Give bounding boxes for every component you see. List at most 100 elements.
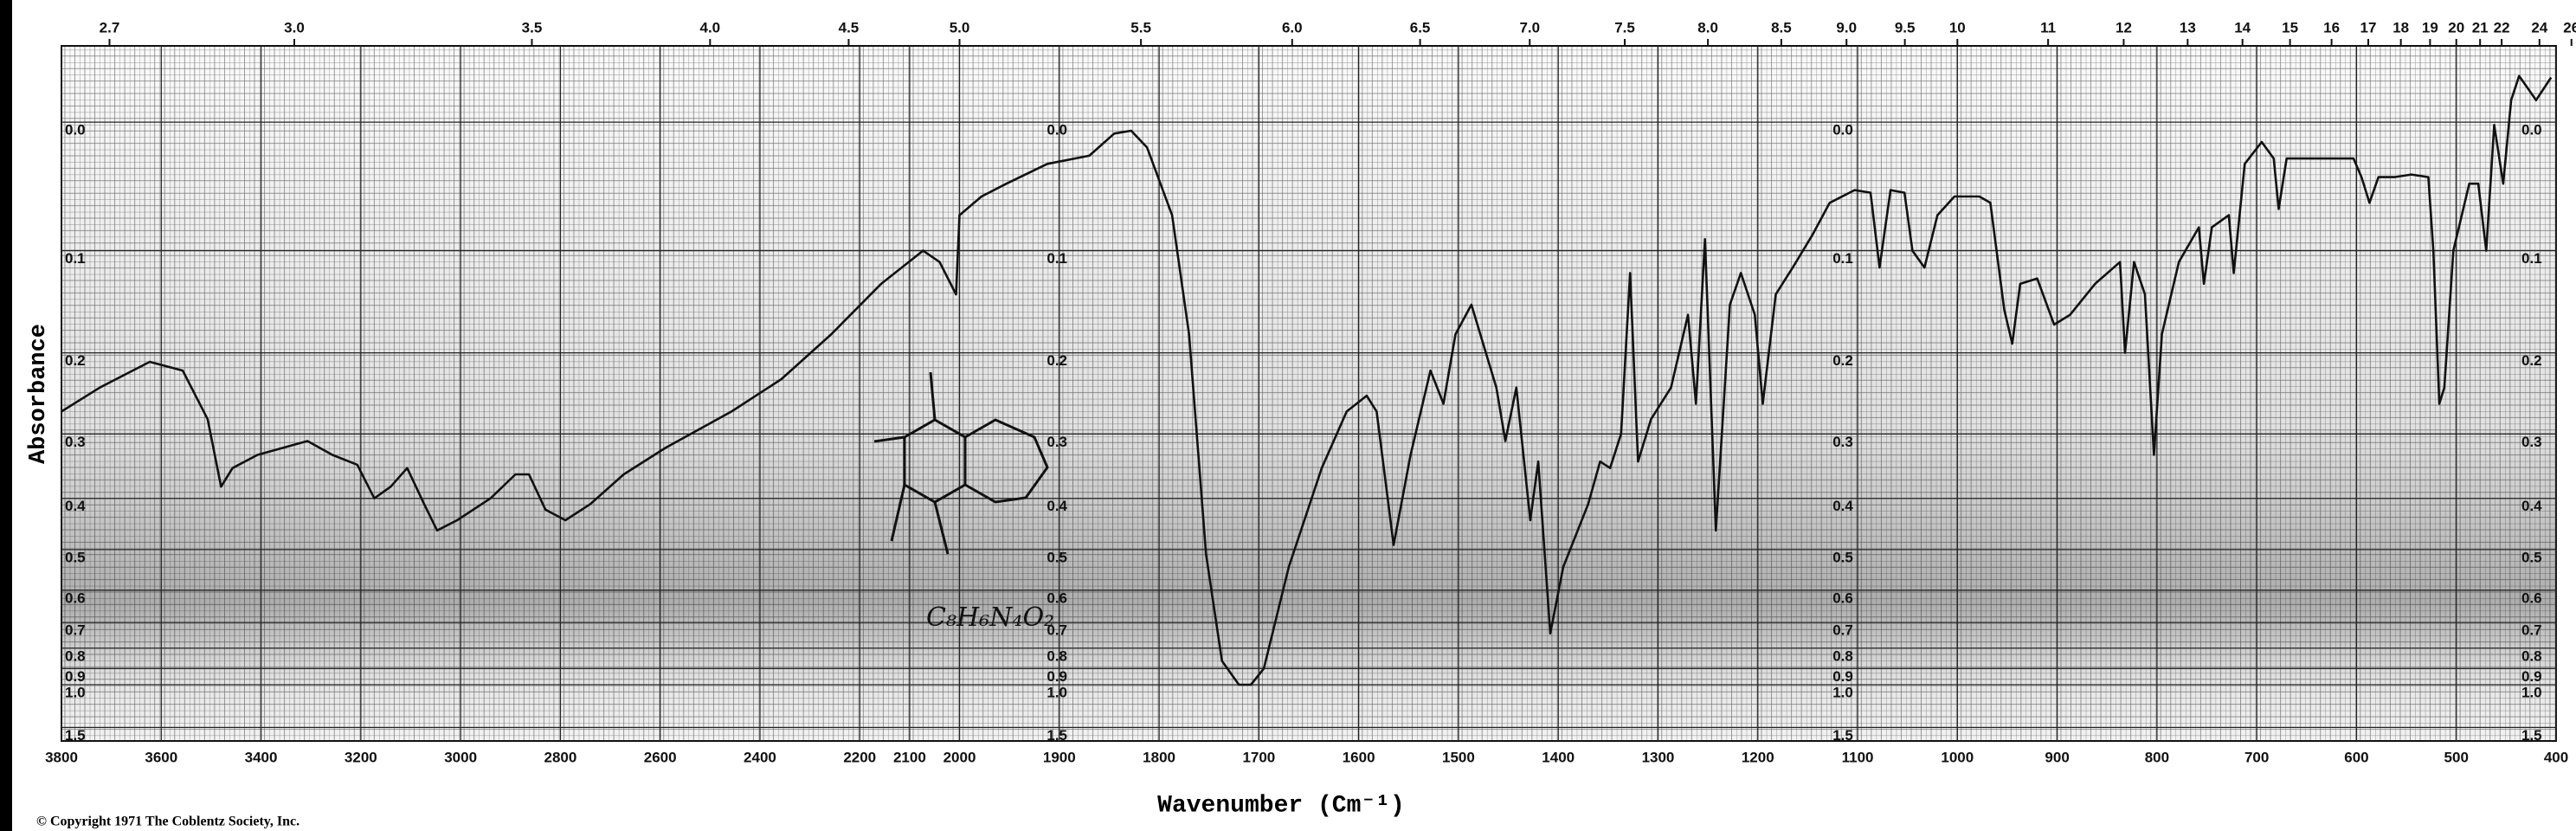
y-tick-label: 0.5 — [1832, 549, 1853, 565]
top-tick-label: 8.0 — [1697, 19, 1718, 35]
x-tick-label: 1700 — [1242, 749, 1275, 765]
top-tick-label: 20 — [2448, 19, 2464, 35]
y-tick-label: 0.7 — [1832, 622, 1853, 639]
scan-edge — [0, 0, 12, 831]
top-tick-label: 16 — [2323, 19, 2340, 35]
x-tick-label: 2800 — [544, 749, 576, 765]
top-tick-label: 9.5 — [1895, 19, 1916, 35]
x-tick-label: 1900 — [1043, 749, 1076, 765]
top-tick-label: 15 — [2282, 19, 2298, 35]
y-tick-label: 0.8 — [1046, 647, 1067, 664]
y-tick-label: 0.1 — [2521, 250, 2542, 267]
y-tick-label: 0.7 — [65, 622, 86, 639]
top-tick-label: 10 — [1949, 19, 1966, 35]
y-axis-label: Absorbance — [26, 324, 52, 464]
y-tick-label: 1.5 — [2521, 727, 2542, 744]
x-tick-label: 700 — [2244, 749, 2269, 765]
y-tick-label: 0.7 — [1046, 622, 1067, 639]
top-tick-label: 4.5 — [839, 19, 860, 35]
x-tick-label: 1100 — [1842, 749, 1874, 765]
y-tick-label: 1.0 — [65, 684, 86, 700]
y-tick-label: 1.0 — [1046, 684, 1067, 700]
y-tick-label: 1.5 — [65, 727, 86, 744]
y-tick-label: 0.9 — [1832, 668, 1853, 685]
y-tick-label: 0.3 — [1832, 434, 1853, 450]
top-tick-label: 7.0 — [1519, 19, 1540, 35]
top-tick-label: 5.5 — [1130, 19, 1151, 35]
y-tick-label: 0.8 — [2521, 647, 2542, 664]
y-tick-label: 0.4 — [1046, 498, 1067, 514]
x-tick-label: 1200 — [1742, 749, 1774, 765]
top-tick-label: 3.5 — [522, 19, 543, 35]
top-tick-label: 14 — [2234, 19, 2251, 35]
x-tick-label: 900 — [2045, 749, 2069, 765]
top-tick-label: 9.0 — [1836, 19, 1857, 35]
top-tick-label: 26 — [2563, 19, 2576, 35]
y-tick-label: 0.2 — [1046, 352, 1067, 369]
top-tick-label: 21 — [2472, 19, 2489, 35]
y-tick-label: 0.2 — [2521, 352, 2542, 369]
y-tick-label: 0.6 — [1046, 589, 1067, 606]
spectrum-line — [61, 74, 2553, 686]
top-tick-label: 11 — [2040, 19, 2056, 35]
y-tick-label: 0.6 — [65, 589, 86, 606]
y-tick-label: 0.3 — [1046, 434, 1067, 450]
y-tick-label: 1.0 — [1832, 684, 1853, 700]
y-tick-label: 0.0 — [1832, 122, 1853, 138]
plot-shading — [61, 46, 2556, 741]
y-tick-label: 0.9 — [65, 668, 86, 685]
formula: C₈H₆N₄O₂ — [926, 602, 1054, 633]
top-tick-label: 12 — [2116, 19, 2132, 35]
y-tick-label: 0.0 — [2521, 122, 2542, 138]
y-tick-label: 0.0 — [1046, 122, 1067, 138]
x-axis-label: Wavenumber (Cm⁻¹) — [1157, 792, 1405, 819]
structure-drawing — [873, 371, 1049, 555]
y-tick-label: 0.9 — [1046, 668, 1067, 685]
x-tick-label: 400 — [2544, 749, 2568, 765]
top-tick-label: 3.0 — [284, 19, 305, 35]
x-tick-label: 2200 — [843, 749, 876, 765]
top-tick-label: 18 — [2392, 19, 2409, 35]
x-tick-label: 3000 — [444, 749, 477, 765]
top-tick-label: 24 — [2531, 19, 2547, 35]
y-tick-label: 0.7 — [2521, 622, 2542, 639]
x-tick-label: 2000 — [943, 749, 976, 765]
y-tick-label: 0.1 — [1046, 250, 1067, 267]
y-tick-label: 0.1 — [65, 250, 86, 267]
x-tick-label: 800 — [2145, 749, 2169, 765]
y-tick-label: 0.5 — [1046, 549, 1067, 565]
y-tick-label: 0.5 — [2521, 549, 2542, 565]
x-tick-label: 1600 — [1343, 749, 1375, 765]
y-tick-label: 1.0 — [2521, 684, 2542, 700]
y-tick-label: 0.2 — [65, 352, 86, 369]
y-tick-label: 0.6 — [2521, 589, 2542, 606]
x-tick-label: 1800 — [1143, 749, 1175, 765]
top-tick-label: 6.5 — [1410, 19, 1431, 35]
y-tick-label: 0.3 — [65, 434, 86, 450]
y-tick-label: 0.3 — [2521, 434, 2542, 450]
y-tick-label: 0.8 — [1832, 647, 1853, 664]
x-tick-label: 1300 — [1642, 749, 1675, 765]
y-tick-label: 0.4 — [1832, 498, 1853, 514]
top-tick-label: 5.0 — [950, 19, 970, 35]
x-tick-label: 1000 — [1941, 749, 1974, 765]
x-tick-label: 3200 — [345, 749, 377, 765]
top-tick-label: 2.7 — [100, 19, 120, 35]
x-tick-label: 3600 — [145, 749, 177, 765]
y-tick-label: 0.5 — [65, 549, 86, 565]
y-tick-label: 0.6 — [1832, 589, 1853, 606]
y-tick-label: 1.5 — [1046, 727, 1067, 744]
y-tick-label: 0.9 — [2521, 668, 2542, 685]
top-tick-label: 13 — [2180, 19, 2196, 35]
y-tick-label: 0.1 — [1832, 250, 1853, 267]
x-tick-label: 1400 — [1542, 749, 1575, 765]
top-tick-label: 7.5 — [1614, 19, 1635, 35]
top-tick-label: 17 — [2360, 19, 2377, 35]
x-tick-label: 3400 — [245, 749, 278, 765]
y-tick-label: 0.2 — [1832, 352, 1853, 369]
top-tick-label: 8.5 — [1771, 19, 1792, 35]
top-tick-label: 19 — [2422, 19, 2438, 35]
x-tick-label: 2100 — [893, 749, 926, 765]
x-tick-label: 2400 — [744, 749, 776, 765]
